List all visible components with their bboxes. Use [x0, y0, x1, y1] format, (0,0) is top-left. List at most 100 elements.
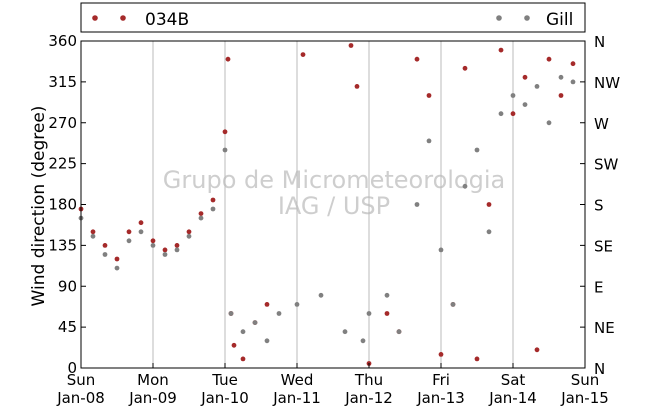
data-point-034b [186, 229, 192, 235]
data-point-034b [210, 197, 216, 203]
y-right-tick-label: W [594, 115, 609, 133]
data-point-034b [384, 311, 390, 316]
data-point-gill [186, 233, 192, 239]
y-tick-label: 45 [58, 318, 77, 336]
y-right-tick-label: E [594, 278, 603, 296]
data-point-034b [222, 129, 228, 135]
legend-label-034b: 034B [145, 10, 189, 30]
y-right-tick-label: SW [594, 156, 619, 174]
data-point-gill [276, 311, 282, 316]
data-point-034b [426, 93, 432, 98]
data-point-034b [498, 47, 504, 53]
data-point-gill [396, 329, 402, 335]
data-point-gill [342, 329, 348, 335]
data-point-034b [300, 52, 306, 57]
y-right-tick-label: NE [594, 319, 615, 337]
x-tick-label-date: Jan-13 [416, 389, 465, 407]
legend-marker-gill [496, 15, 502, 21]
y-right-tick-label: NW [594, 74, 620, 92]
data-point-gill [450, 302, 456, 307]
data-point-gill [240, 329, 246, 335]
data-point-gill [162, 252, 168, 257]
data-point-034b [90, 229, 96, 235]
data-point-gill [264, 338, 270, 344]
y-tick-label: 180 [48, 196, 77, 214]
data-point-gill [366, 311, 372, 316]
y-right-tick-label: SE [594, 237, 613, 255]
y-tick-label: 90 [58, 277, 77, 295]
y-right-tick-label: N [594, 360, 605, 378]
legend-marker-034b [120, 15, 126, 21]
data-point-gill [228, 311, 234, 316]
data-point-gill [558, 74, 564, 80]
legend-label-gill: Gill [546, 10, 573, 30]
data-point-gill [150, 243, 156, 248]
data-point-gill [474, 147, 480, 153]
data-point-gill [414, 202, 420, 207]
y-tick-label: 135 [48, 236, 77, 254]
data-point-gill [198, 215, 204, 221]
data-point-gill [534, 84, 540, 89]
data-point-gill [90, 233, 96, 239]
data-point-034b [558, 93, 564, 98]
x-tick-label-date: Jan-10 [200, 389, 249, 407]
data-point-034b [474, 356, 480, 362]
x-tick-label-day: Sun [571, 371, 600, 389]
data-point-034b [150, 238, 156, 244]
y-tick-label: 270 [48, 114, 77, 132]
data-point-034b [138, 220, 144, 226]
data-point-034b [231, 342, 237, 348]
data-point-gill [522, 102, 528, 107]
data-point-gill [252, 320, 258, 325]
data-point-gill [114, 265, 120, 271]
data-point-034b [162, 247, 168, 253]
data-point-gill [222, 147, 228, 153]
data-point-gill [360, 338, 366, 344]
y-right-tick-label: N [594, 33, 605, 51]
x-tick-label-date: Jan-09 [128, 389, 177, 407]
x-tick-label-day: Tue [211, 371, 238, 389]
data-point-gill [486, 229, 492, 235]
data-point-034b [348, 43, 354, 48]
data-point-034b [462, 65, 468, 71]
x-tick-label-day: Wed [281, 371, 314, 389]
x-tick-label-date: Jan-08 [56, 389, 105, 407]
data-point-034b [438, 352, 444, 357]
data-point-gill [174, 247, 180, 253]
data-point-gill [498, 111, 504, 117]
data-point-034b [534, 347, 540, 353]
data-point-034b [510, 111, 516, 117]
data-point-gill [546, 120, 552, 126]
data-point-gill [426, 138, 432, 144]
y-tick-label: 360 [48, 32, 77, 50]
data-point-gill [294, 302, 300, 307]
y-right-tick-label: S [594, 197, 604, 215]
data-point-034b [570, 61, 576, 67]
watermark-line-2: IAG / USP [278, 192, 390, 220]
data-point-034b [414, 56, 420, 62]
x-tick-label-day: Sun [67, 371, 96, 389]
data-point-gill [570, 79, 576, 85]
legend-marker-gill [524, 15, 530, 21]
data-point-gill [462, 183, 468, 189]
data-point-034b [174, 243, 180, 248]
data-point-034b [486, 202, 492, 207]
x-tick-label-day: Fri [432, 371, 450, 389]
data-point-034b [264, 302, 270, 307]
data-point-gill [102, 252, 108, 257]
data-point-034b [546, 56, 552, 62]
y-tick-label: 0 [67, 359, 77, 377]
data-points [78, 43, 576, 366]
data-point-gill [384, 292, 390, 298]
x-tick-label-day: Mon [137, 371, 169, 389]
legend-marker-034b [92, 15, 98, 21]
data-point-034b [126, 229, 132, 235]
y-tick-label: 315 [48, 73, 77, 91]
data-point-034b [225, 56, 231, 62]
data-point-034b [114, 256, 120, 262]
data-point-034b [522, 74, 528, 80]
data-point-034b [102, 243, 108, 248]
data-point-034b [240, 356, 246, 362]
